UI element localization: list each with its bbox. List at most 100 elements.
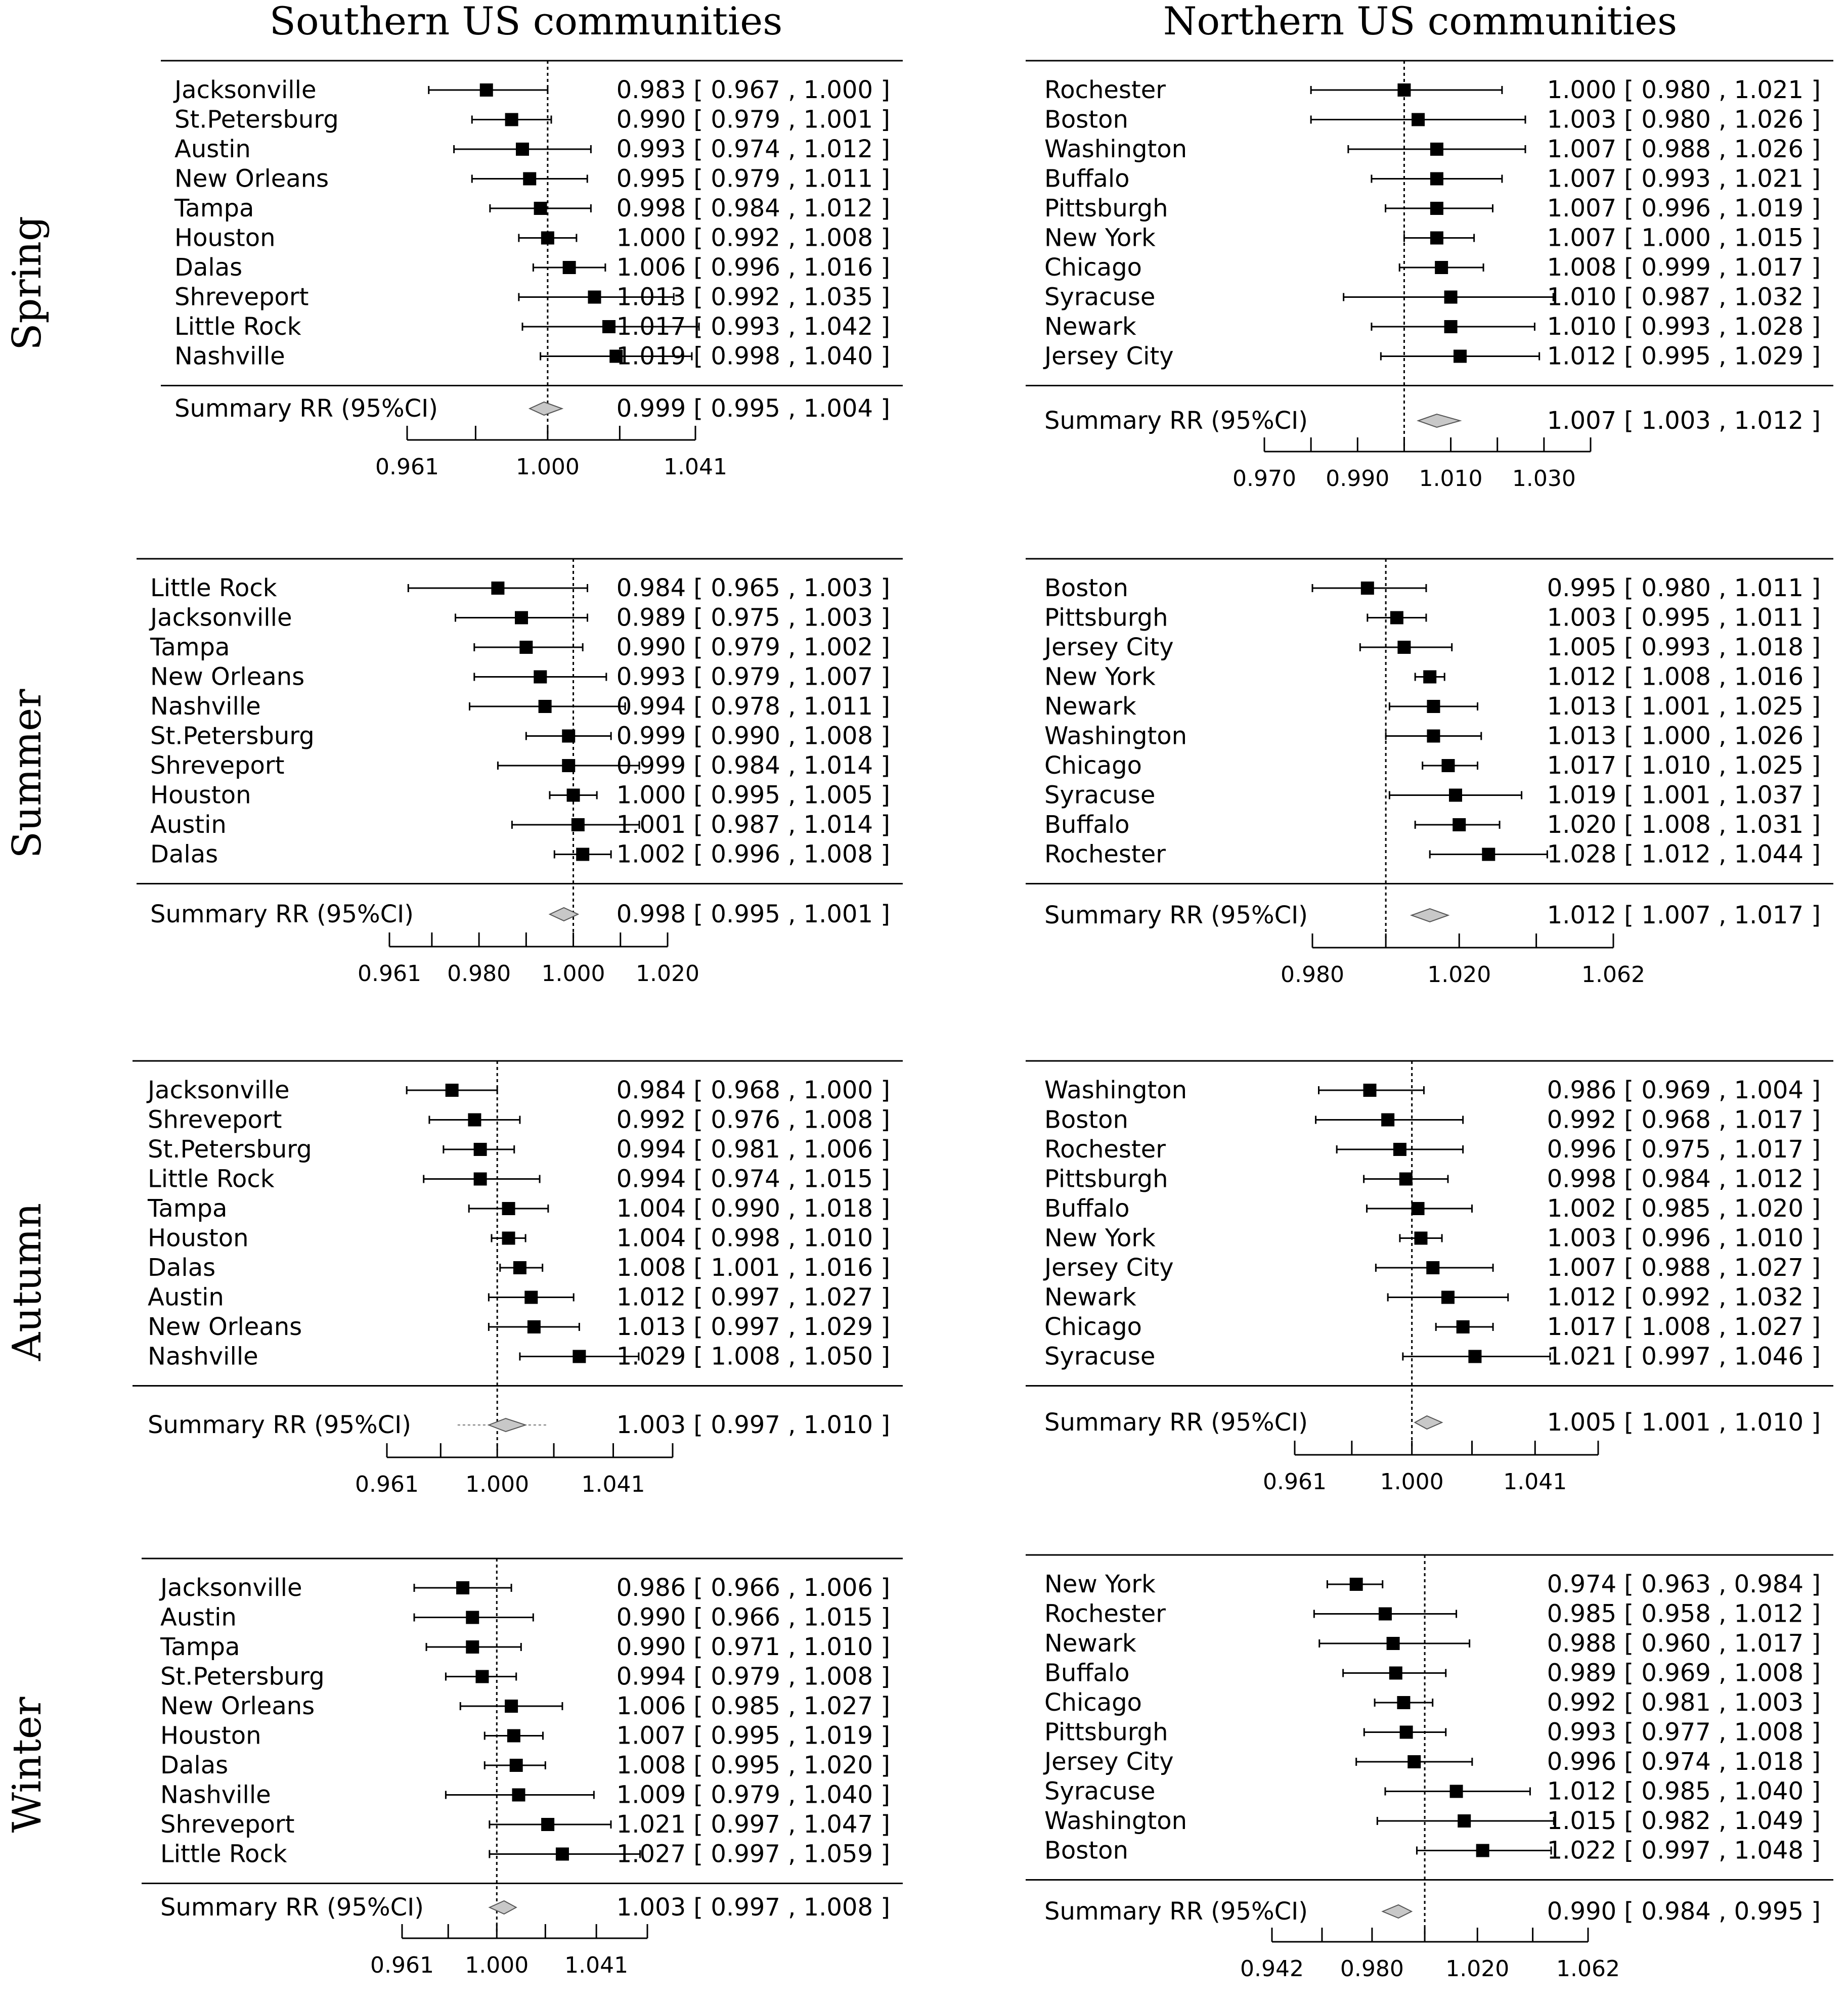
point-estimate <box>524 1290 538 1304</box>
point-estimate <box>562 729 576 743</box>
study-label: Houston <box>174 224 276 252</box>
x-tick-label: 1.000 <box>542 961 605 987</box>
point-estimate <box>1363 1084 1377 1097</box>
study-label: Tampa <box>150 633 230 661</box>
x-tick-label: 0.980 <box>1340 1956 1404 1982</box>
study-estimate: 1.012 [ 0.997 , 1.027 ] <box>617 1283 890 1312</box>
study-estimate: 1.008 [ 0.995 , 1.020 ] <box>617 1751 890 1779</box>
study-estimate: 0.988 [ 0.960 , 1.017 ] <box>1547 1629 1821 1658</box>
x-tick-label: 1.010 <box>1419 466 1483 492</box>
point-estimate <box>1427 700 1440 713</box>
x-tick-label: 1.020 <box>1445 1956 1509 1982</box>
point-estimate <box>468 1113 481 1127</box>
forest-panel-autumn-south: Jacksonville 0.984 [ 0.968 , 1.000 ] Shrev… <box>133 1060 903 1497</box>
summary-label: Summary RR (95%CI) <box>1044 1897 1308 1926</box>
study-label: Syracuse <box>1044 283 1155 311</box>
study-label: Buffalo <box>1044 1659 1130 1687</box>
study-label: Boston <box>1044 106 1128 134</box>
x-tick-label: 0.980 <box>447 961 511 987</box>
study-estimate: 0.992 [ 0.981 , 1.003 ] <box>1547 1688 1821 1717</box>
study-label: Newark <box>1044 1283 1136 1312</box>
study-label: Washington <box>1044 722 1187 750</box>
study-estimate: 1.013 [ 0.997 , 1.029 ] <box>617 1313 890 1341</box>
x-tick-label: 1.000 <box>465 1472 529 1497</box>
study-estimate: 1.004 [ 0.990 , 1.018 ] <box>617 1194 890 1223</box>
point-estimate <box>1397 1696 1411 1709</box>
study-estimate: 0.993 [ 0.974 , 1.012 ] <box>617 135 890 163</box>
study-estimate: 0.994 [ 0.979 , 1.008 ] <box>617 1663 890 1691</box>
summary-label: Summary RR (95%CI) <box>1044 1408 1308 1437</box>
study-estimate: 0.998 [ 0.984 , 1.012 ] <box>617 194 890 222</box>
forest-panel-summer-south: Little Rock 0.984 [ 0.965 , 1.003 ] Jackso… <box>137 558 903 987</box>
point-estimate <box>1414 1231 1428 1245</box>
study-label: Chicago <box>1044 1688 1142 1717</box>
study-label: Little Rock <box>150 574 277 602</box>
point-estimate <box>507 1729 520 1743</box>
x-tick-label: 0.942 <box>1240 1956 1304 1982</box>
point-estimate <box>1430 202 1443 215</box>
study-estimate: 0.990 [ 0.971 , 1.010 ] <box>617 1633 890 1661</box>
point-estimate <box>534 202 547 215</box>
study-estimate: 0.992 [ 0.976 , 1.008 ] <box>617 1106 890 1134</box>
study-label: Boston <box>1044 574 1128 602</box>
x-tick-label: 1.041 <box>564 1952 628 1978</box>
study-estimate: 1.006 [ 0.996 , 1.016 ] <box>617 253 890 282</box>
summary-estimate: 1.007 [ 1.003 , 1.012 ] <box>1547 407 1821 435</box>
point-estimate <box>445 1084 459 1097</box>
study-label: New Orleans <box>148 1313 302 1341</box>
summary-estimate: 1.003 [ 0.997 , 1.008 ] <box>617 1893 890 1922</box>
study-estimate: 1.007 [ 0.988 , 1.027 ] <box>1547 1254 1821 1282</box>
x-tick-label: 1.020 <box>1427 962 1491 988</box>
study-estimate: 1.010 [ 0.993 , 1.028 ] <box>1547 313 1821 341</box>
point-estimate <box>1349 1578 1363 1591</box>
point-estimate <box>523 172 537 186</box>
study-estimate: 0.996 [ 0.975 , 1.017 ] <box>1547 1135 1821 1164</box>
point-estimate <box>1448 788 1462 802</box>
summary-label: Summary RR (95%CI) <box>174 394 438 423</box>
study-estimate: 1.009 [ 0.979 , 1.040 ] <box>617 1781 890 1809</box>
point-estimate <box>515 611 529 625</box>
study-label: Dalas <box>160 1751 228 1779</box>
study-estimate: 1.012 [ 0.985 , 1.040 ] <box>1547 1777 1821 1806</box>
x-tick-label: 0.961 <box>375 454 439 480</box>
study-estimate: 0.983 [ 0.967 , 1.000 ] <box>617 76 890 104</box>
study-estimate: 1.007 [ 0.988 , 1.026 ] <box>1547 135 1821 163</box>
point-estimate <box>1456 1320 1470 1333</box>
x-tick-label: 0.970 <box>1233 466 1296 492</box>
study-label: Washington <box>1044 1807 1187 1835</box>
point-estimate <box>1430 231 1443 245</box>
study-label: New York <box>1044 663 1156 691</box>
study-estimate: 1.020 [ 1.008 , 1.031 ] <box>1547 811 1821 839</box>
point-estimate <box>466 1611 479 1624</box>
point-estimate <box>1378 1607 1392 1621</box>
study-estimate: 1.002 [ 0.996 , 1.008 ] <box>617 840 890 869</box>
study-label: New Orleans <box>174 165 329 193</box>
study-estimate: 1.013 [ 1.001 , 1.025 ] <box>1547 692 1821 721</box>
column-title-north: Northern US communities <box>1163 0 1677 43</box>
row-title-spring: Spring <box>5 216 50 350</box>
study-label: Tampa <box>147 1194 227 1223</box>
point-estimate <box>527 1320 541 1333</box>
point-estimate <box>491 582 505 595</box>
point-estimate <box>509 1759 523 1772</box>
study-label: Houston <box>150 781 251 810</box>
study-estimate: 1.002 [ 0.985 , 1.020 ] <box>1547 1194 1821 1223</box>
point-estimate <box>1360 582 1374 595</box>
study-label: Little Rock <box>148 1165 275 1193</box>
study-estimate: 0.984 [ 0.965 , 1.003 ] <box>617 574 890 602</box>
study-label: Austin <box>174 135 251 163</box>
x-tick-label: 0.990 <box>1326 466 1389 492</box>
study-label: Dalas <box>150 840 218 869</box>
point-estimate <box>566 788 580 802</box>
point-estimate <box>473 1172 487 1186</box>
summary-estimate: 0.998 [ 0.995 , 1.001 ] <box>617 900 890 928</box>
study-label: Nashville <box>148 1343 258 1371</box>
study-estimate: 1.003 [ 0.995 , 1.011 ] <box>1547 604 1821 632</box>
study-label: Tampa <box>174 194 254 222</box>
study-label: St.Petersburg <box>174 106 339 134</box>
study-label: Buffalo <box>1044 165 1130 193</box>
point-estimate <box>1435 261 1448 274</box>
point-estimate <box>1399 1725 1413 1739</box>
x-tick-label: 1.062 <box>1581 962 1645 988</box>
